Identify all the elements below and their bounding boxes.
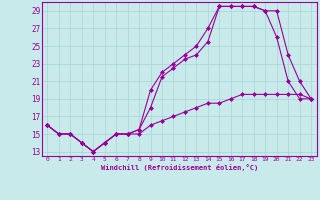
X-axis label: Windchill (Refroidissement éolien,°C): Windchill (Refroidissement éolien,°C) bbox=[100, 164, 258, 171]
